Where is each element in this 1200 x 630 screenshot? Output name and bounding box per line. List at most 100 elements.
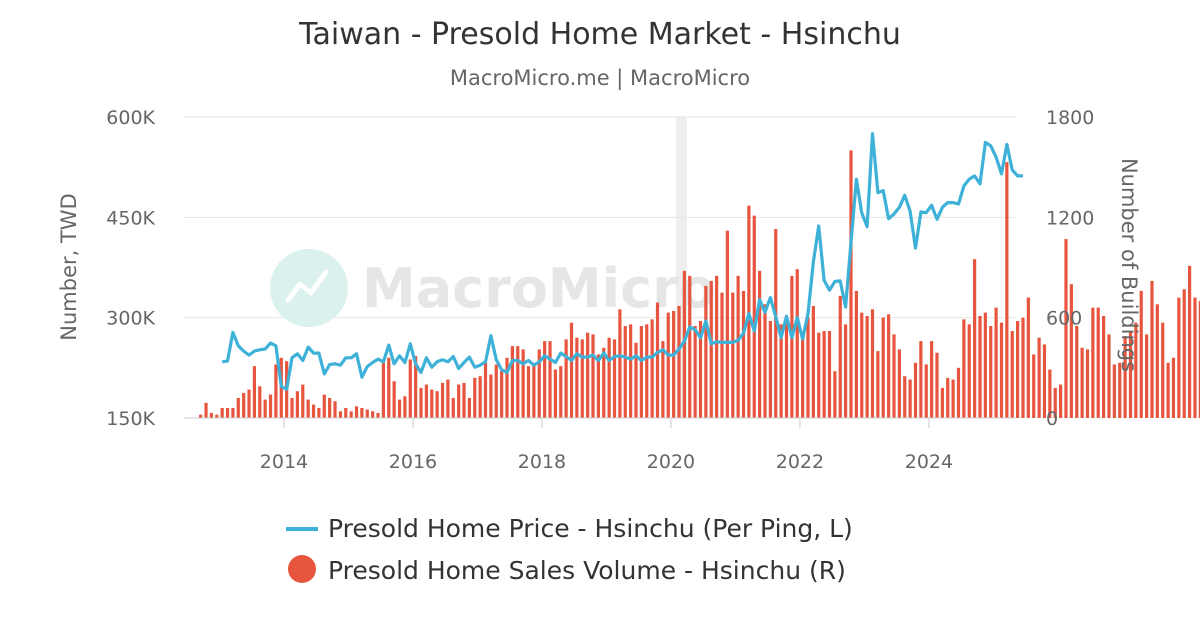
volume-bar	[682, 270, 686, 418]
x-tick-label: 2024	[905, 451, 953, 473]
volume-bar	[956, 367, 961, 418]
volume-bar	[940, 387, 944, 418]
volume-bar	[500, 371, 504, 418]
legend-label-price: Presold Home Price - Hsinchu (Per Ping, …	[328, 514, 853, 543]
volume-bar	[661, 341, 665, 418]
volume-bar	[220, 407, 224, 418]
recession-shading	[676, 117, 688, 418]
volume-bar	[1069, 284, 1073, 418]
volume-bar	[354, 406, 359, 418]
volume-bar	[209, 412, 214, 418]
volume-bar	[978, 315, 982, 418]
volume-bar	[887, 314, 891, 418]
volume-bar	[231, 407, 235, 418]
volume-bar	[666, 312, 670, 418]
volume-bar	[473, 377, 477, 418]
volume-bar	[999, 322, 1004, 418]
volume-bar	[827, 331, 832, 418]
volume-bar	[344, 407, 348, 418]
volume-bar	[639, 326, 643, 418]
volume-bar	[1193, 297, 1197, 418]
volume-bar	[865, 315, 869, 418]
volume-bar	[215, 414, 219, 418]
volume-bar	[494, 364, 498, 418]
left-axis-title: Number, TWD	[57, 193, 81, 340]
legend: Presold Home Price - Hsinchu (Per Ping, …	[286, 514, 853, 585]
volume-bar	[543, 341, 547, 418]
volume-bar	[569, 322, 574, 418]
volume-bar	[365, 409, 369, 418]
axes: 2014 2016 2018 2020 2022 2024 150K 300K 450K 600K…	[106, 107, 1094, 473]
volume-bar	[328, 397, 332, 418]
y-right-tick-label: 1800	[1046, 107, 1094, 129]
volume-bar	[1161, 322, 1165, 418]
volume-bar	[844, 324, 848, 418]
volume-bar	[446, 379, 450, 418]
volume-bar	[817, 332, 821, 418]
volume-bar	[951, 379, 955, 418]
volume-bar	[349, 411, 353, 418]
recession-band	[676, 117, 688, 418]
volume-bar	[645, 324, 649, 418]
volume-bar	[698, 321, 703, 418]
legend-item-price[interactable]: Presold Home Price - Hsinchu (Per Ping, …	[286, 514, 853, 543]
volume-bars	[199, 150, 1200, 418]
volume-bar	[1016, 321, 1020, 418]
volume-bar	[242, 392, 246, 418]
volume-bar	[1188, 265, 1192, 418]
volume-bar	[704, 285, 708, 418]
volume-bar	[763, 304, 767, 418]
volume-bar	[655, 302, 660, 418]
legend-label-volume: Presold Home Sales Volume - Hsinchu (R)	[328, 556, 846, 585]
volume-bar	[387, 357, 391, 418]
volume-bar	[811, 305, 815, 418]
volume-bar	[897, 349, 901, 418]
volume-bar	[924, 364, 928, 418]
volume-bar	[467, 397, 471, 418]
volume-bar	[258, 386, 262, 418]
volume-bar	[1085, 349, 1090, 418]
volume-bar	[1096, 307, 1100, 418]
volume-bar	[306, 399, 310, 418]
volume-bar	[489, 374, 493, 418]
volume-bar	[1118, 362, 1122, 418]
volume-bar	[360, 407, 364, 418]
volume-bar	[408, 359, 412, 418]
volume-bar	[709, 280, 713, 418]
price-line-group	[221, 132, 1023, 391]
volume-bar	[505, 357, 509, 418]
y-left-tick-label: 300K	[106, 308, 155, 330]
y-right-tick-label: 0	[1046, 408, 1058, 430]
volume-bar	[596, 354, 600, 418]
watermark: MacroMicro	[270, 249, 716, 327]
volume-bar	[414, 356, 418, 418]
volume-bar	[870, 309, 875, 418]
volume-bar	[650, 319, 654, 418]
volume-bar	[930, 341, 934, 418]
volume-bar	[440, 382, 445, 418]
volume-bar	[295, 391, 300, 418]
volume-bar	[526, 366, 531, 418]
volume-bar	[1032, 354, 1036, 418]
volume-bar	[736, 275, 740, 418]
watermark-chart-glyph	[285, 269, 329, 303]
volume-bar	[994, 307, 998, 418]
volume-bar	[225, 407, 230, 418]
y-right-tick-label: 600	[1046, 308, 1082, 330]
volume-bar	[833, 371, 837, 418]
volume-bar	[553, 369, 557, 418]
legend-item-volume[interactable]: Presold Home Sales Volume - Hsinchu (R)	[288, 555, 846, 585]
volume-bar	[435, 391, 439, 418]
volume-bar	[790, 275, 794, 418]
volume-bar	[946, 377, 950, 418]
volume-bar	[1053, 387, 1057, 418]
volume-bar	[1166, 362, 1170, 418]
volume-bar	[758, 270, 762, 418]
volume-bar	[564, 339, 568, 418]
volume-bar	[1134, 322, 1138, 418]
volume-bar	[618, 309, 622, 418]
volume-bar	[1198, 300, 1200, 418]
volume-bar	[478, 376, 482, 418]
volume-bar	[1145, 334, 1149, 418]
